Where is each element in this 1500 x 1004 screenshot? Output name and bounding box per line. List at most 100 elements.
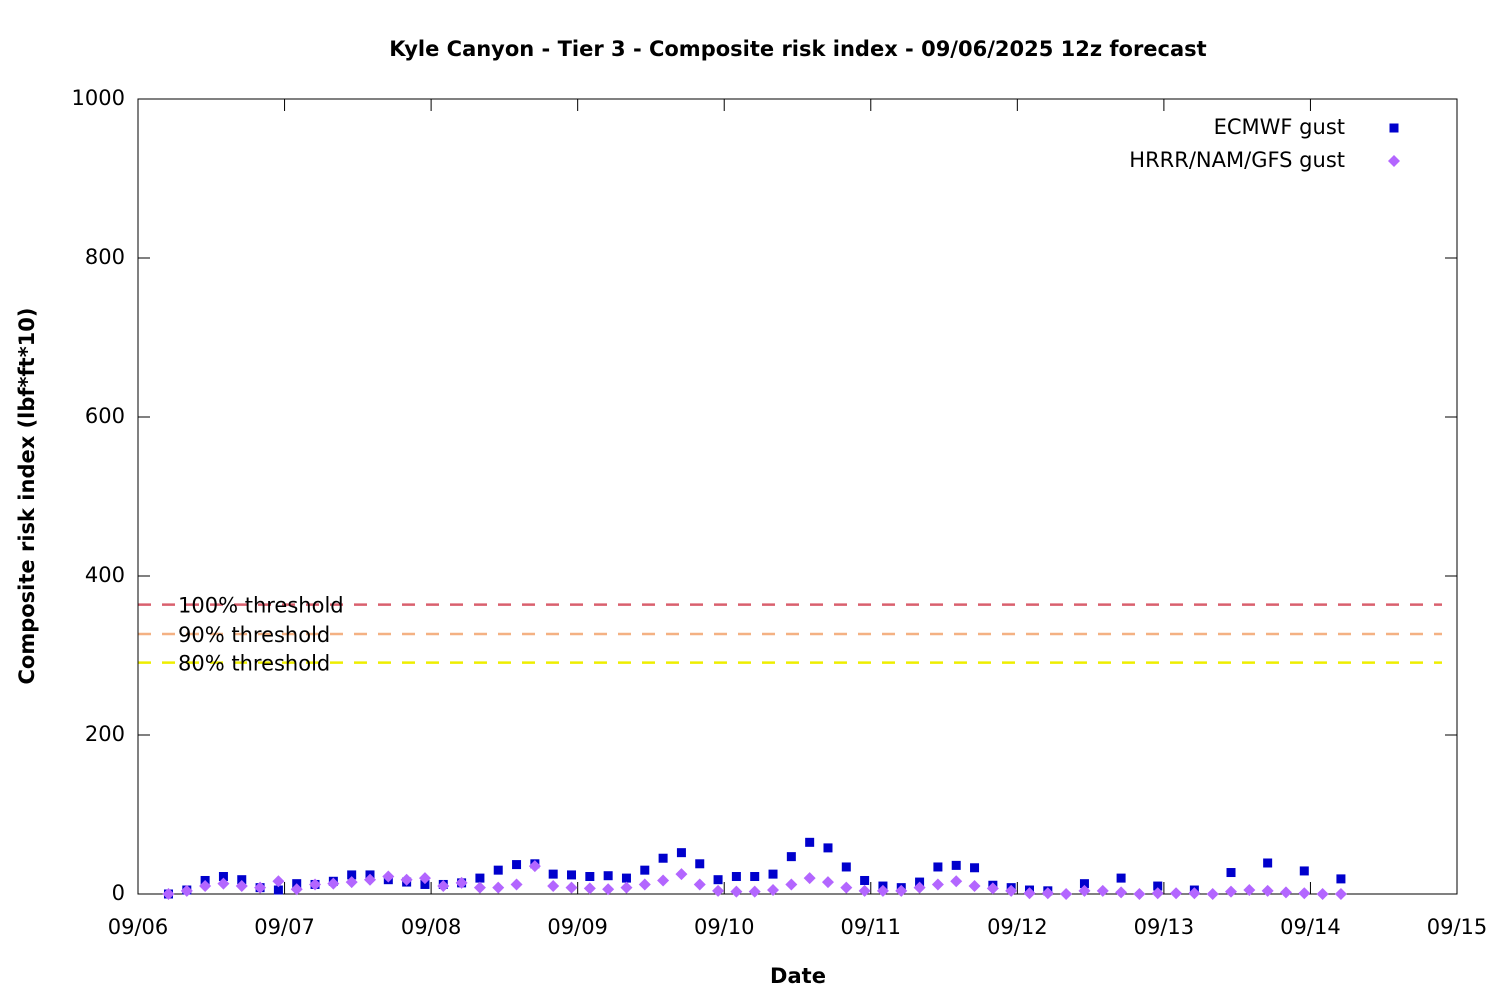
y-tick-label: 600 (85, 404, 125, 428)
data-point (876, 884, 889, 897)
data-point (695, 859, 705, 869)
data-point (180, 884, 193, 897)
data-point (858, 884, 871, 897)
data-point (658, 853, 668, 863)
data-point (217, 877, 230, 890)
x-tick-label: 09/14 (1280, 915, 1341, 939)
data-point (805, 837, 815, 847)
y-tick-label: 800 (85, 245, 125, 269)
data-point (1005, 884, 1018, 897)
data-point (254, 881, 267, 894)
data-point (1316, 888, 1329, 900)
data-point (309, 878, 322, 891)
data-point (1096, 884, 1109, 897)
data-point (1115, 886, 1128, 899)
data-point (1153, 881, 1163, 891)
data-point (841, 862, 851, 872)
data-point (913, 881, 926, 894)
data-point (1263, 858, 1273, 868)
data-point (1226, 868, 1236, 878)
data-point (199, 880, 212, 893)
data-point (603, 871, 613, 881)
legend-label: HRRR/NAM/GFS gust (1129, 148, 1345, 172)
legend-marker (1389, 123, 1399, 133)
data-point (1116, 873, 1126, 883)
data-point (473, 881, 486, 894)
data-point (475, 873, 485, 883)
x-tick-label: 09/12 (987, 915, 1048, 939)
threshold-label: 100% threshold (178, 594, 344, 618)
data-point (345, 876, 358, 889)
data-point (1078, 884, 1091, 897)
data-point (382, 870, 395, 883)
data-point (840, 881, 853, 894)
threshold-label: 80% threshold (178, 652, 330, 676)
data-point (620, 881, 633, 894)
data-point (162, 888, 175, 900)
data-point (638, 878, 651, 891)
data-point (1041, 887, 1054, 900)
data-point (235, 880, 248, 893)
data-point (768, 869, 778, 879)
data-point (493, 865, 503, 875)
data-point (272, 875, 285, 888)
data-point (1299, 866, 1309, 876)
data-point (583, 882, 596, 895)
data-point (895, 884, 908, 897)
data-point (327, 877, 340, 890)
data-point (1225, 885, 1238, 898)
data-point (731, 872, 741, 882)
data-point (986, 882, 999, 895)
data-point (237, 875, 247, 885)
data-point (657, 874, 670, 887)
data-point (585, 872, 595, 882)
data-point (548, 869, 558, 879)
data-point (528, 860, 541, 873)
threshold-label: 90% threshold (178, 623, 330, 647)
x-tick-label: 09/10 (694, 915, 755, 939)
legend-marker (1388, 155, 1400, 167)
y-tick-label: 0 (112, 881, 125, 905)
data-point (512, 860, 522, 870)
data-point (418, 872, 431, 885)
data-point (1279, 886, 1292, 899)
data-point (970, 863, 980, 873)
data-point (420, 879, 430, 889)
x-axis-label: Date (770, 964, 826, 988)
data-point (218, 872, 228, 882)
data-point (1151, 887, 1164, 900)
data-point (290, 883, 303, 896)
data-point (767, 884, 780, 897)
data-point (730, 885, 743, 898)
data-point (950, 875, 963, 888)
plot-frame (137, 98, 1458, 895)
data-point (786, 852, 796, 862)
data-point (1133, 888, 1146, 900)
data-point (1206, 888, 1219, 900)
y-tick-label: 400 (85, 563, 125, 587)
data-point (860, 875, 870, 885)
data-point (1060, 888, 1073, 900)
data-point (565, 881, 578, 894)
data-point (1170, 887, 1183, 900)
data-point (1334, 888, 1347, 900)
data-point (273, 885, 283, 895)
data-point (1023, 887, 1036, 900)
data-point (823, 843, 833, 853)
data-point (785, 878, 798, 891)
data-point (693, 878, 706, 891)
data-point (621, 873, 631, 883)
data-point (363, 873, 376, 886)
y-axis-label: Composite risk index (lbf*ft*10) (15, 307, 39, 684)
data-point (821, 876, 834, 889)
data-point (675, 868, 688, 881)
x-tick-label: 09/06 (108, 915, 169, 939)
data-point (510, 878, 523, 891)
data-point (1298, 887, 1311, 900)
data-point (437, 880, 450, 893)
data-point (1336, 874, 1346, 884)
data-point (750, 872, 760, 882)
x-tick-label: 09/15 (1427, 915, 1488, 939)
data-point (602, 883, 615, 896)
